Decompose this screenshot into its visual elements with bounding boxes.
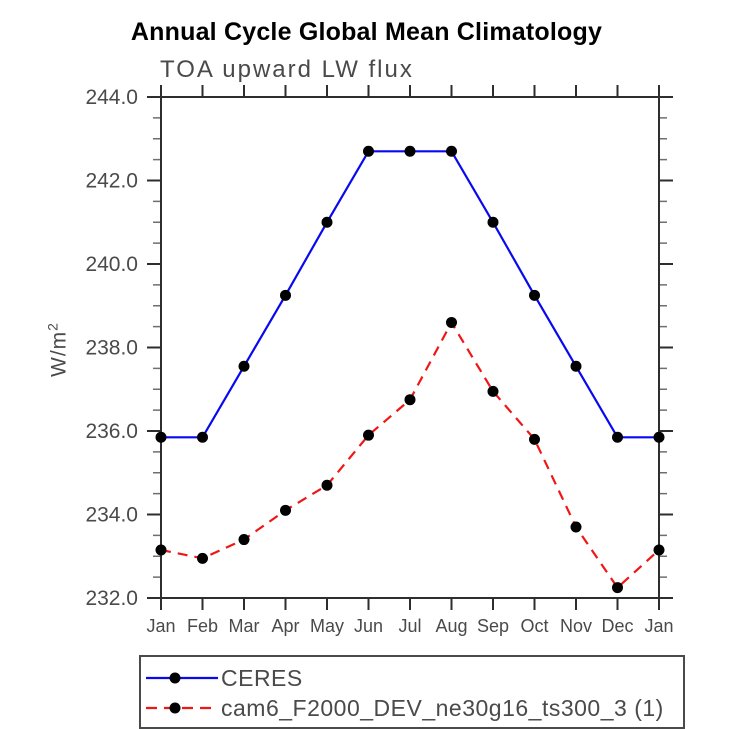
y-tick-label: 244.0 — [85, 86, 138, 109]
x-tick-label: Jan — [146, 616, 175, 636]
y-tick-label: 240.0 — [85, 253, 138, 276]
x-tick-label: Jul — [398, 616, 421, 636]
data-point — [487, 385, 499, 397]
data-point — [446, 316, 457, 328]
data-point — [529, 289, 540, 301]
data-point — [653, 431, 665, 443]
x-tick-label: Apr — [271, 616, 299, 636]
legend-label: cam6_F2000_DEV_ne30g16_ts300_3 (1) — [221, 694, 664, 721]
data-point — [404, 394, 416, 406]
y-tick-label: 238.0 — [85, 337, 138, 360]
y-tick-label: 236.0 — [85, 420, 138, 443]
data-point — [487, 216, 499, 228]
legend-line-sample — [146, 702, 218, 714]
data-point — [446, 145, 457, 157]
data-point — [155, 544, 167, 556]
data-point — [280, 289, 291, 301]
data-point — [653, 544, 665, 556]
plot-frame — [160, 96, 660, 599]
chart-subtitle: TOA upward LW flux — [160, 56, 414, 83]
data-point — [404, 145, 416, 157]
x-tick-label: Nov — [560, 616, 592, 636]
y-tick-label: 234.0 — [85, 504, 138, 527]
x-tick-label: Feb — [187, 616, 218, 636]
legend-line-sample — [146, 672, 218, 684]
x-tick-label: Dec — [601, 616, 633, 636]
data-point — [238, 360, 250, 372]
series-line-cam6-f2000-dev-ne30g16-ts300-3-1- — [160, 320, 660, 590]
y-axis-label: W/m2 — [45, 285, 72, 415]
legend-item: cam6_F2000_DEV_ne30g16_ts300_3 (1) — [145, 693, 683, 723]
data-point — [321, 216, 333, 228]
legend-box: CERES cam6_F2000_DEV_ne30g16_ts300_3 (1) — [139, 655, 685, 729]
y-axis-label-base: W/m — [47, 330, 71, 377]
x-tick-label: Oct — [520, 616, 548, 636]
legend-marker-dot — [169, 672, 181, 684]
x-tick-label: Jan — [644, 616, 673, 636]
data-point — [197, 552, 208, 564]
x-tick-label: May — [310, 616, 344, 636]
data-point — [570, 360, 582, 372]
x-tick-label: Sep — [477, 616, 509, 636]
data-point — [363, 429, 374, 441]
y-axis-label-exponent: 2 — [44, 322, 61, 331]
x-tick-label: Aug — [435, 616, 467, 636]
data-point — [612, 582, 623, 594]
legend-item: CERES — [145, 663, 683, 693]
data-point — [321, 479, 333, 491]
legend-label: CERES — [221, 664, 303, 691]
data-point — [197, 431, 208, 443]
data-point — [280, 504, 291, 516]
data-point — [155, 431, 167, 443]
chart-title: Annual Cycle Global Mean Climatology — [130, 18, 603, 46]
data-point — [238, 534, 250, 546]
data-point — [529, 433, 540, 445]
x-tick-label: Mar — [229, 616, 260, 636]
y-tick-label: 232.0 — [85, 587, 138, 610]
data-point — [570, 521, 582, 533]
y-tick-label: 242.0 — [85, 170, 138, 193]
data-point — [363, 145, 374, 157]
legend-marker-dot — [169, 702, 181, 714]
x-tick-label: Jun — [354, 616, 383, 636]
data-point — [612, 431, 623, 443]
